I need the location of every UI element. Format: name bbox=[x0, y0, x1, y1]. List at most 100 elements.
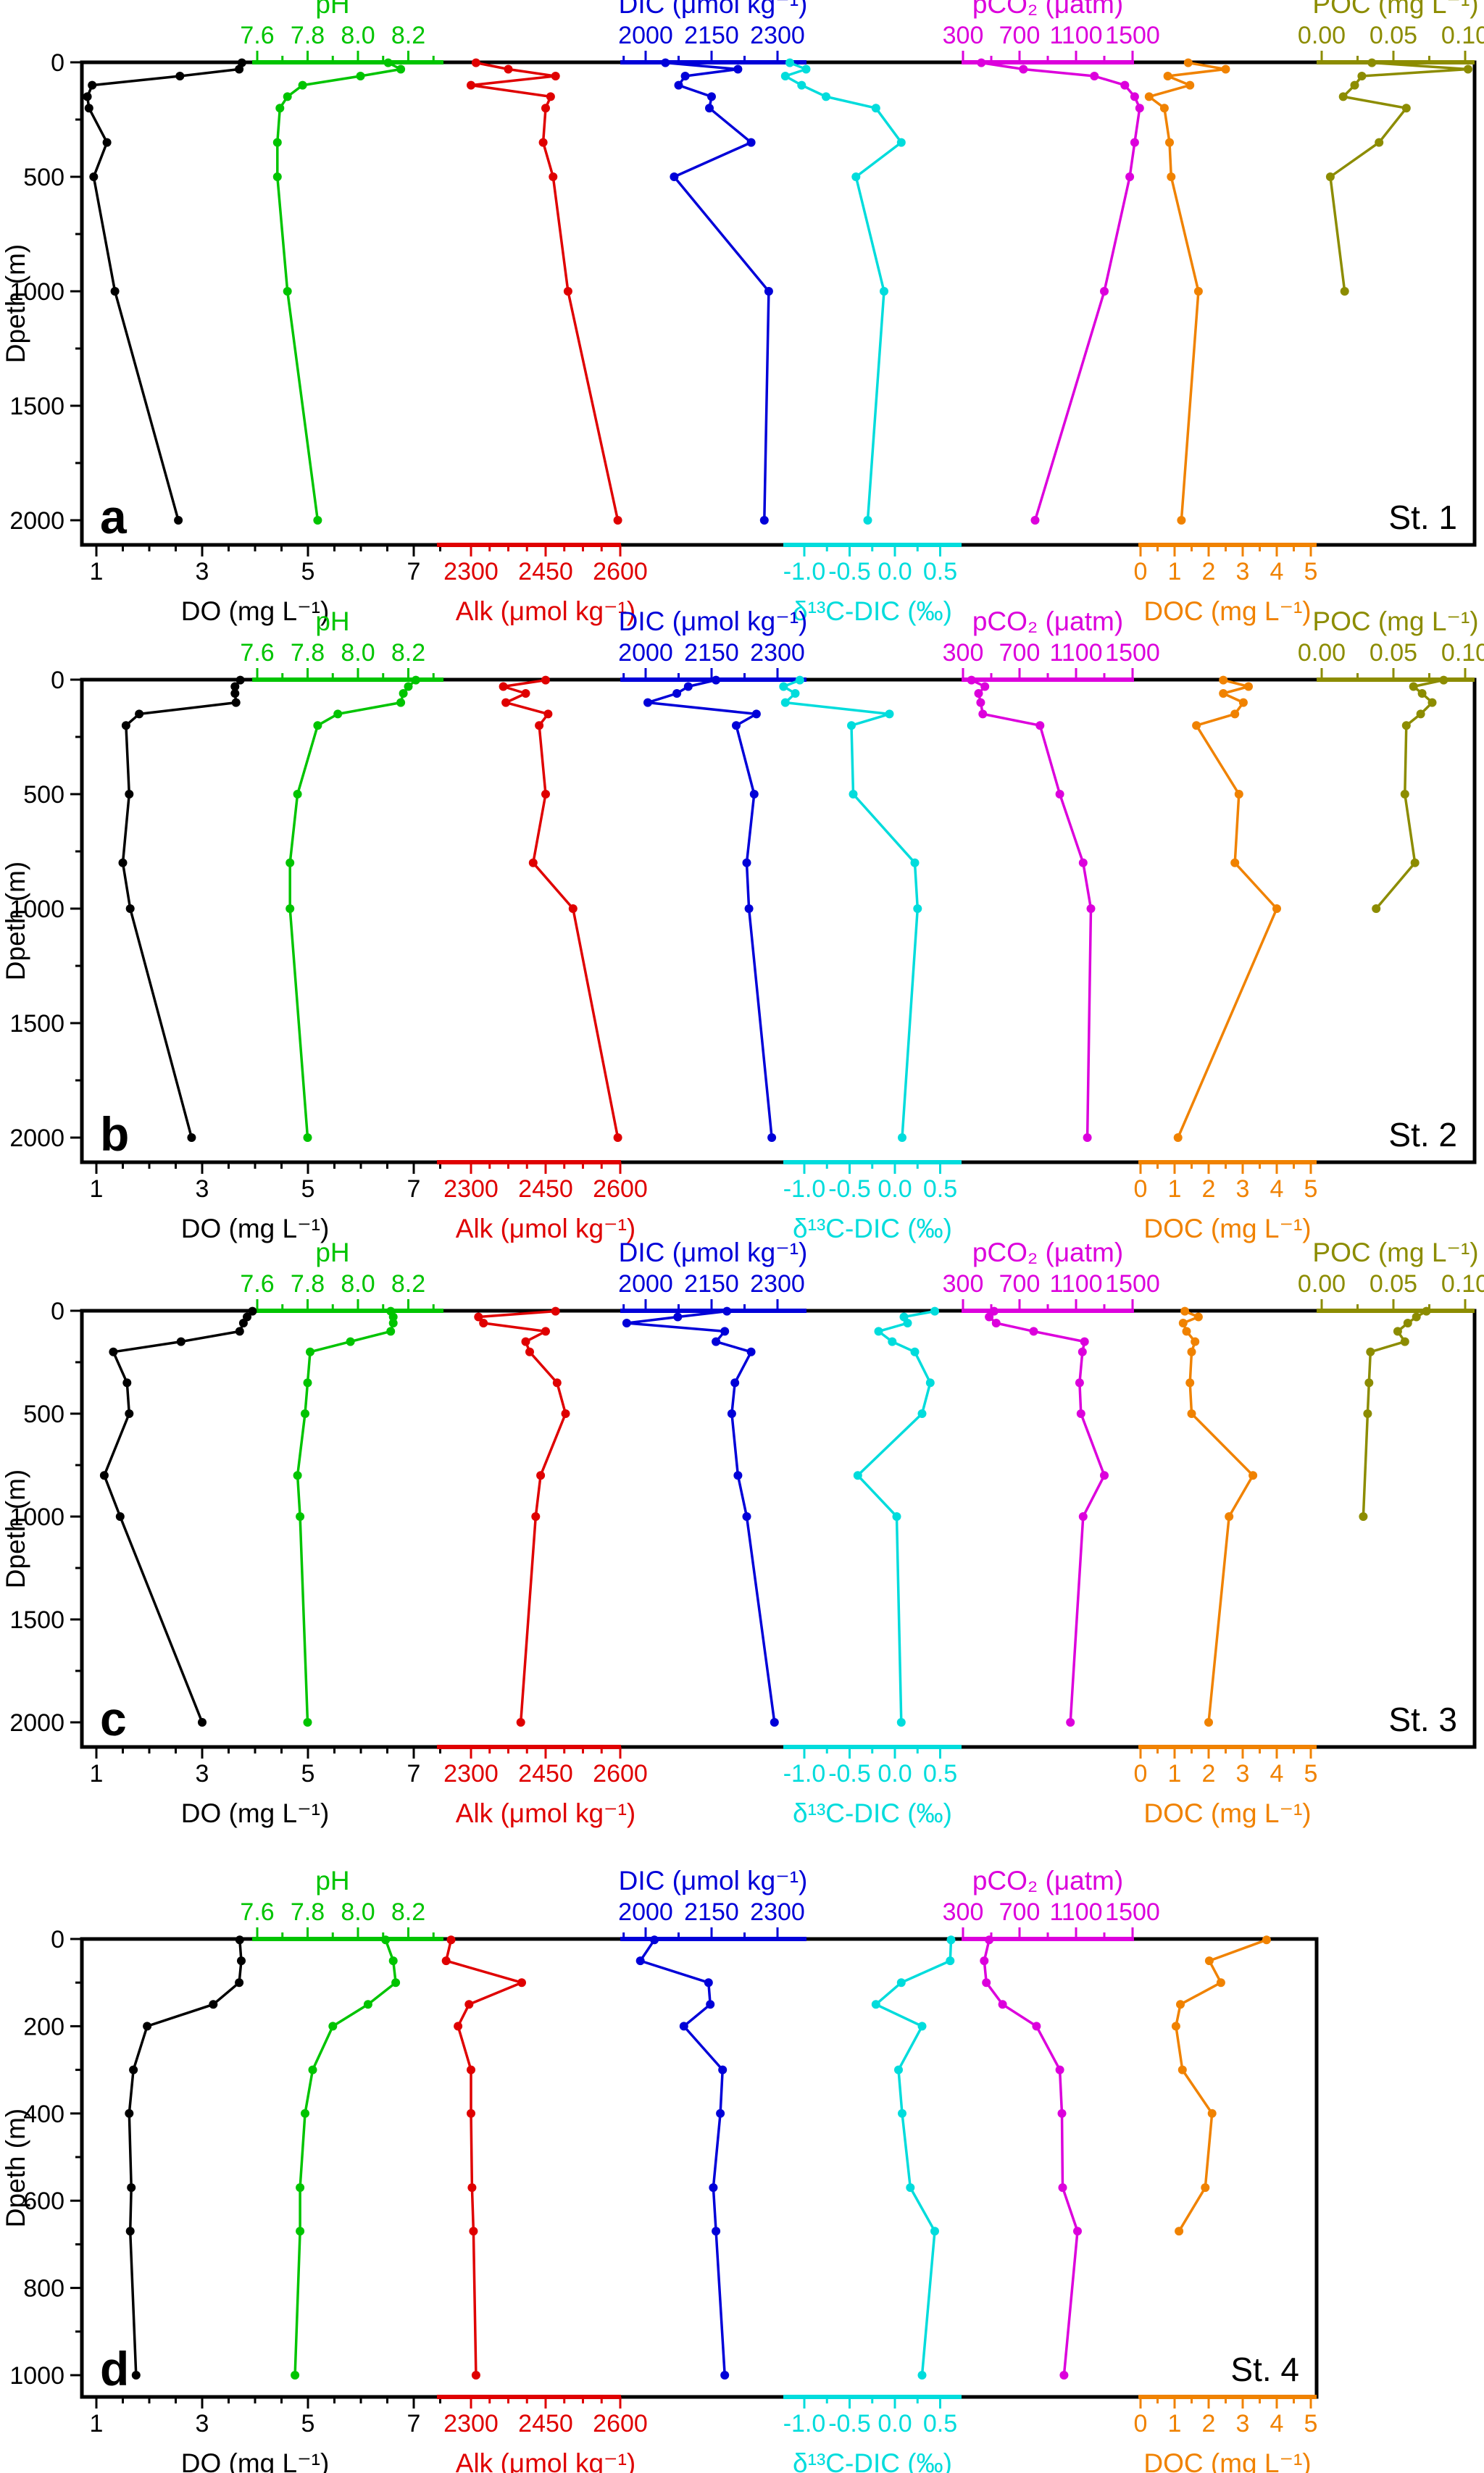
do-data-point bbox=[235, 1935, 244, 1945]
ph-data-point bbox=[303, 1133, 312, 1142]
poc-data-point bbox=[1403, 1319, 1412, 1327]
do-data-point bbox=[83, 92, 92, 101]
do-data-point bbox=[235, 1978, 244, 1988]
alk-data-point bbox=[543, 709, 553, 719]
d13c-data-point bbox=[847, 721, 856, 730]
ph-data-point bbox=[386, 1327, 396, 1336]
doc-data-point bbox=[1193, 287, 1203, 296]
plot-frame bbox=[80, 1937, 1319, 2399]
alk-data-point bbox=[454, 2022, 463, 2031]
pco2-data-point bbox=[1073, 2227, 1082, 2236]
pco2-tick-label: 1500 bbox=[1105, 22, 1160, 49]
plot-frame bbox=[80, 60, 1477, 547]
pco2-data-point bbox=[1032, 2022, 1041, 2031]
poc-data-point bbox=[1338, 92, 1348, 101]
alk-tick-label: 2300 bbox=[443, 1175, 499, 1203]
depth-tick-label: 500 bbox=[23, 164, 64, 191]
do-axis-title: DO (mg L⁻¹) bbox=[181, 1798, 330, 1828]
do-data-point bbox=[109, 1347, 118, 1356]
do-data-point bbox=[125, 904, 135, 913]
series-doc bbox=[1144, 58, 1230, 525]
do-data-point bbox=[122, 1378, 132, 1388]
doc-data-point bbox=[1204, 1718, 1213, 1727]
dic-data-point bbox=[670, 172, 679, 181]
doc-data-point bbox=[1187, 1409, 1196, 1418]
dic-profile-line bbox=[638, 1939, 726, 2376]
pco2-data-point bbox=[1066, 1718, 1075, 1727]
poc-data-point bbox=[1357, 72, 1367, 80]
pco2-data-point bbox=[974, 689, 983, 698]
pco2-data-point bbox=[1057, 2109, 1067, 2118]
poc-data-point bbox=[1372, 904, 1381, 913]
ph-data-point bbox=[272, 172, 282, 181]
y-axis-title: Dpeth (m) bbox=[1, 244, 30, 363]
ph-tick-label: 8.0 bbox=[341, 639, 375, 667]
do-profile-line bbox=[86, 62, 243, 521]
doc-data-point bbox=[1191, 1337, 1200, 1346]
dic-data-point bbox=[679, 2022, 688, 2031]
depth-tick-label: 800 bbox=[23, 2275, 64, 2303]
doc-data-point bbox=[1175, 2227, 1184, 2236]
pco2-axis-title: pCO₂ (μatm) bbox=[972, 606, 1123, 636]
ph-data-point bbox=[388, 1956, 398, 1966]
pco2-profile-line bbox=[970, 679, 1093, 1138]
dic-data-point bbox=[712, 1337, 721, 1346]
doc-data-point bbox=[1219, 689, 1228, 698]
alk-data-point bbox=[521, 1337, 530, 1346]
doc-data-point bbox=[1159, 104, 1169, 113]
poc-axis-title: POC (mg L⁻¹) bbox=[1312, 1238, 1478, 1267]
do-data-point bbox=[187, 1133, 196, 1142]
alk-tick-label: 2300 bbox=[443, 2410, 499, 2437]
doc-data-point bbox=[1230, 858, 1240, 867]
d13c-tick-label: 0.5 bbox=[923, 1760, 957, 1788]
alk-profile-line bbox=[470, 61, 620, 521]
d13c-data-point bbox=[795, 675, 804, 685]
dic-data-point bbox=[751, 709, 761, 719]
do-data-point bbox=[175, 72, 185, 80]
dic-tick-label: 2000 bbox=[618, 1270, 673, 1298]
do-tick-label: 3 bbox=[196, 558, 209, 585]
d13c-tick-label: 0.0 bbox=[878, 2410, 912, 2437]
dic-axis-title: DIC (μmol kg⁻¹) bbox=[619, 0, 808, 19]
depth-tick-label: 0 bbox=[51, 1298, 64, 1325]
pco2-data-point bbox=[1078, 858, 1088, 867]
pco2-axis-title: pCO₂ (μatm) bbox=[972, 0, 1123, 19]
pco2-data-point bbox=[1077, 1347, 1087, 1356]
d13c-data-point bbox=[910, 1347, 920, 1356]
series-doc bbox=[1173, 675, 1281, 1142]
ph-data-point bbox=[391, 1978, 401, 1988]
y-axis-title: Dpeth (m) bbox=[1, 2109, 30, 2227]
alk-data-point bbox=[563, 287, 572, 296]
d13c-data-point bbox=[913, 904, 922, 913]
depth-tick-label: 2000 bbox=[9, 1125, 64, 1152]
poc-tick-label: 0.05 bbox=[1370, 639, 1417, 667]
d13c-data-point bbox=[785, 58, 794, 67]
do-axis-title: DO (mg L⁻¹) bbox=[181, 1214, 330, 1243]
dic-data-point bbox=[759, 516, 769, 525]
alk-data-point bbox=[613, 516, 622, 525]
d13c-tick-label: -0.5 bbox=[828, 558, 871, 585]
d13c-profile-line bbox=[875, 1940, 953, 2376]
doc-data-point bbox=[1177, 516, 1186, 525]
depth-tick-label: 0 bbox=[51, 49, 64, 77]
pco2-data-point bbox=[1080, 1337, 1089, 1346]
depth-tick-label: 0 bbox=[51, 1926, 64, 1953]
do-data-point bbox=[198, 1718, 207, 1727]
doc-profile-line bbox=[1182, 1309, 1254, 1723]
do-profile-line bbox=[128, 1940, 243, 2376]
d13c-data-point bbox=[863, 516, 872, 525]
depth-tick-label: 1500 bbox=[9, 1010, 64, 1038]
ph-data-point bbox=[296, 2227, 305, 2236]
doc-data-point bbox=[1238, 698, 1248, 707]
doc-axis-title: DOC (mg L⁻¹) bbox=[1143, 1798, 1311, 1828]
ph-data-point bbox=[285, 858, 295, 867]
depth-tick-label: 1500 bbox=[9, 393, 64, 420]
panel-d: 0 200 400 600 800 1000 Dpeth (m) 1 3 5 7 DO (mg L⁻¹… bbox=[1, 1866, 1319, 2473]
poc-data-point bbox=[1401, 104, 1411, 113]
alk-data-point bbox=[479, 1319, 488, 1327]
doc-tick-label: 1 bbox=[1168, 1175, 1182, 1203]
pco2-data-point bbox=[1078, 1512, 1088, 1521]
do-tick-label: 5 bbox=[301, 2410, 315, 2437]
doc-data-point bbox=[1207, 2109, 1217, 2118]
